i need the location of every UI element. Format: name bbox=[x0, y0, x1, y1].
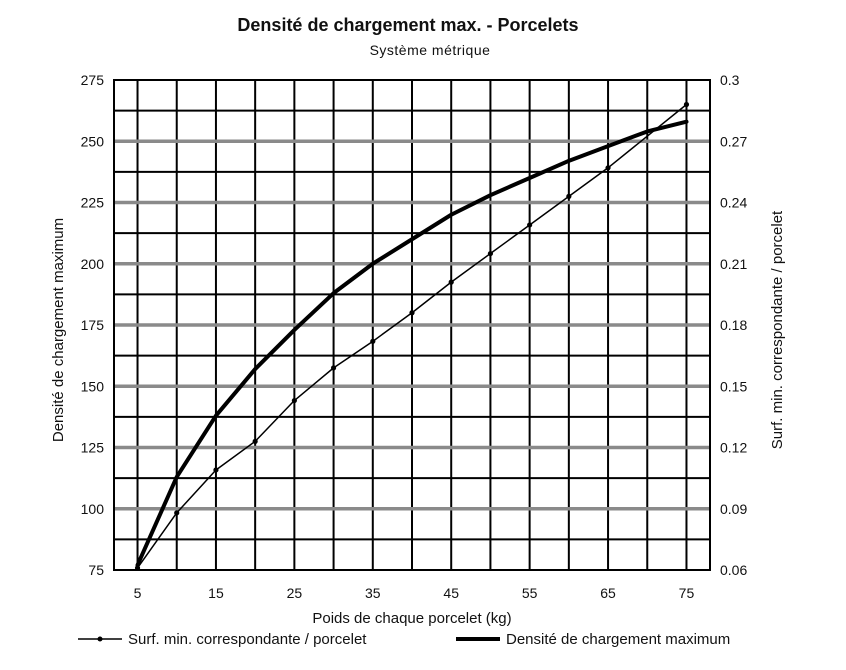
y-left-tick-label: 100 bbox=[81, 501, 105, 517]
x-tick-label: 35 bbox=[365, 585, 381, 601]
series-point-0 bbox=[330, 365, 337, 371]
y-left-tick-label: 125 bbox=[81, 440, 105, 456]
legend-label-density: Densité de chargement maximum bbox=[506, 631, 730, 648]
series-point-0 bbox=[370, 338, 376, 344]
x-axis-label: Poids de chaque porcelet (kg) bbox=[312, 610, 511, 627]
x-tick-label: 75 bbox=[679, 585, 695, 601]
series-point-0 bbox=[527, 222, 533, 228]
legend-label-surface: Surf. min. correspondante / porcelet bbox=[128, 631, 367, 648]
y-right-tick-label: 0.06 bbox=[720, 562, 747, 578]
x-tick-label: 25 bbox=[287, 585, 303, 601]
y-right-tick-label: 0.27 bbox=[720, 133, 747, 149]
series-point-0 bbox=[134, 565, 141, 571]
y-left-tick-label: 150 bbox=[81, 378, 105, 394]
y-right-tick-label: 0.12 bbox=[720, 440, 747, 456]
grid-lines bbox=[114, 80, 710, 570]
y-axis-left-label: Densité de chargement maximum bbox=[50, 218, 67, 442]
y-left-tick-label: 175 bbox=[81, 317, 105, 333]
legend-marker-surface bbox=[97, 636, 103, 642]
y-left-tick-label: 75 bbox=[88, 562, 104, 578]
x-tick-label: 15 bbox=[208, 585, 224, 601]
x-tick-label: 55 bbox=[522, 585, 538, 601]
x-tick-label: 45 bbox=[443, 585, 459, 601]
series-point-0 bbox=[174, 510, 180, 516]
y-right-tick-label: 0.09 bbox=[720, 501, 747, 517]
series-line-1 bbox=[135, 119, 689, 568]
y-right-tick-label: 0.3 bbox=[720, 72, 740, 88]
y-right-tick-label: 0.15 bbox=[720, 378, 747, 394]
y-axis-right-label: Surf. min. correspondante / porcelet bbox=[769, 210, 786, 449]
y-left-tick-label: 275 bbox=[81, 72, 105, 88]
series-point-0 bbox=[409, 310, 415, 316]
series-line-0 bbox=[136, 103, 688, 569]
legend: Surf. min. correspondante / porcelet Den… bbox=[78, 631, 730, 648]
y-right-tick-label: 0.21 bbox=[720, 256, 747, 272]
series-point-0 bbox=[213, 467, 219, 473]
x-tick-label: 5 bbox=[134, 585, 142, 601]
y-left-tick-label: 250 bbox=[81, 133, 105, 149]
plot-frame bbox=[113, 79, 711, 571]
legend-item-surface: Surf. min. correspondante / porcelet bbox=[78, 631, 367, 648]
chart-subtitle: Système métrique bbox=[370, 42, 491, 58]
tick-labels: 5 15 25 35 45 55 65 75 75 100 125 150 175 200 225 250 27… bbox=[81, 72, 748, 601]
y-left-tick-label: 225 bbox=[81, 195, 105, 211]
series-point-0 bbox=[566, 193, 572, 199]
series-point-0 bbox=[252, 438, 258, 444]
series-point-0 bbox=[291, 397, 297, 404]
series-layer bbox=[134, 101, 690, 571]
legend-item-density: Densité de chargement maximum bbox=[456, 631, 730, 648]
y-left-tick-label: 200 bbox=[81, 256, 105, 272]
series-point-0 bbox=[448, 279, 454, 285]
y-right-tick-label: 0.24 bbox=[720, 195, 747, 211]
series-point-0 bbox=[605, 165, 611, 171]
series-point-0 bbox=[683, 101, 690, 108]
x-tick-label: 65 bbox=[600, 585, 616, 601]
series-point-0 bbox=[487, 250, 494, 257]
y-right-tick-label: 0.18 bbox=[720, 317, 747, 333]
chart-title: Densité de chargement max. - Porcelets bbox=[237, 15, 578, 35]
